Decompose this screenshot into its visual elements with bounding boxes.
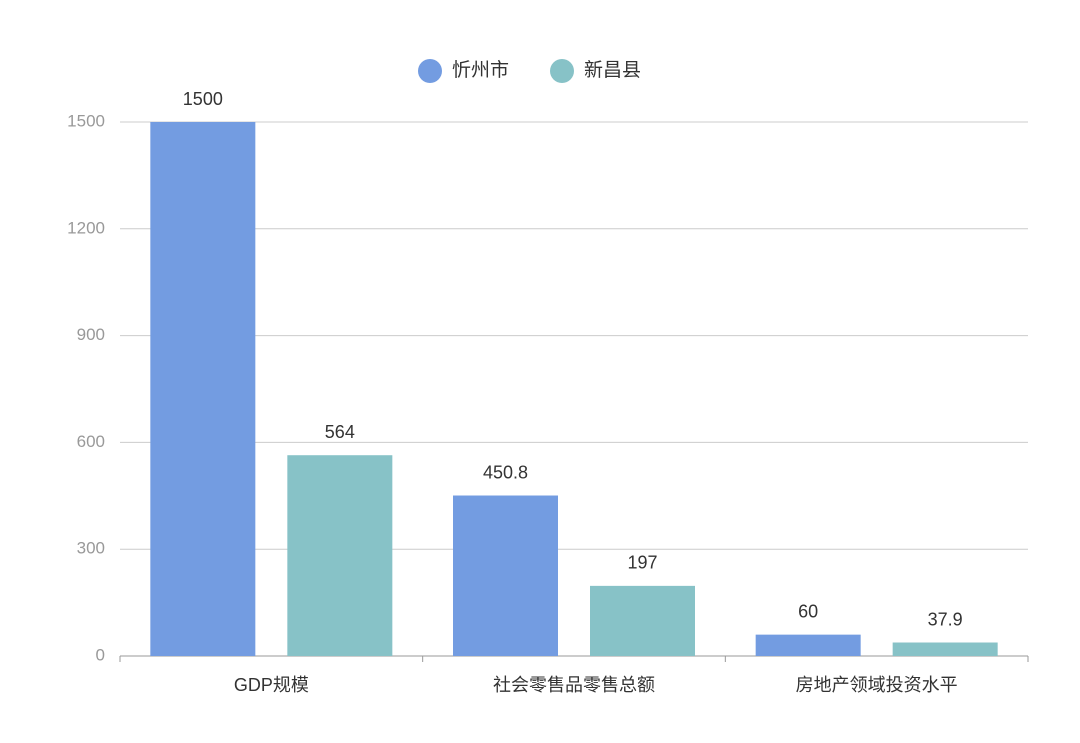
bar: [287, 455, 393, 656]
bar: [150, 122, 256, 656]
data-label: 564: [325, 422, 355, 442]
legend-label: 新昌县: [584, 59, 641, 81]
bar: [590, 585, 695, 656]
y-tick-label: 600: [77, 432, 105, 451]
y-tick-label: 900: [77, 325, 105, 344]
y-tick-label: 300: [77, 539, 105, 558]
data-label: 197: [627, 553, 657, 573]
bar: [755, 634, 861, 656]
data-label: 1500: [183, 89, 223, 109]
legend-marker: [418, 59, 442, 83]
legend-label: 忻州市: [452, 59, 509, 81]
data-label: 450.8: [483, 462, 528, 482]
x-tick-label: GDP规模: [234, 675, 309, 695]
y-tick-label: 1500: [67, 111, 105, 130]
bar: [453, 495, 558, 656]
y-tick-label: 1200: [67, 218, 105, 237]
data-label: 37.9: [928, 609, 963, 629]
bar: [892, 642, 998, 656]
legend-marker: [550, 59, 574, 83]
data-label: 60: [798, 601, 818, 621]
y-tick-label: 0: [96, 645, 105, 664]
x-tick-label: 房地产领域投资水平: [796, 675, 958, 695]
x-tick-label: 社会零售品零售总额: [493, 675, 655, 695]
